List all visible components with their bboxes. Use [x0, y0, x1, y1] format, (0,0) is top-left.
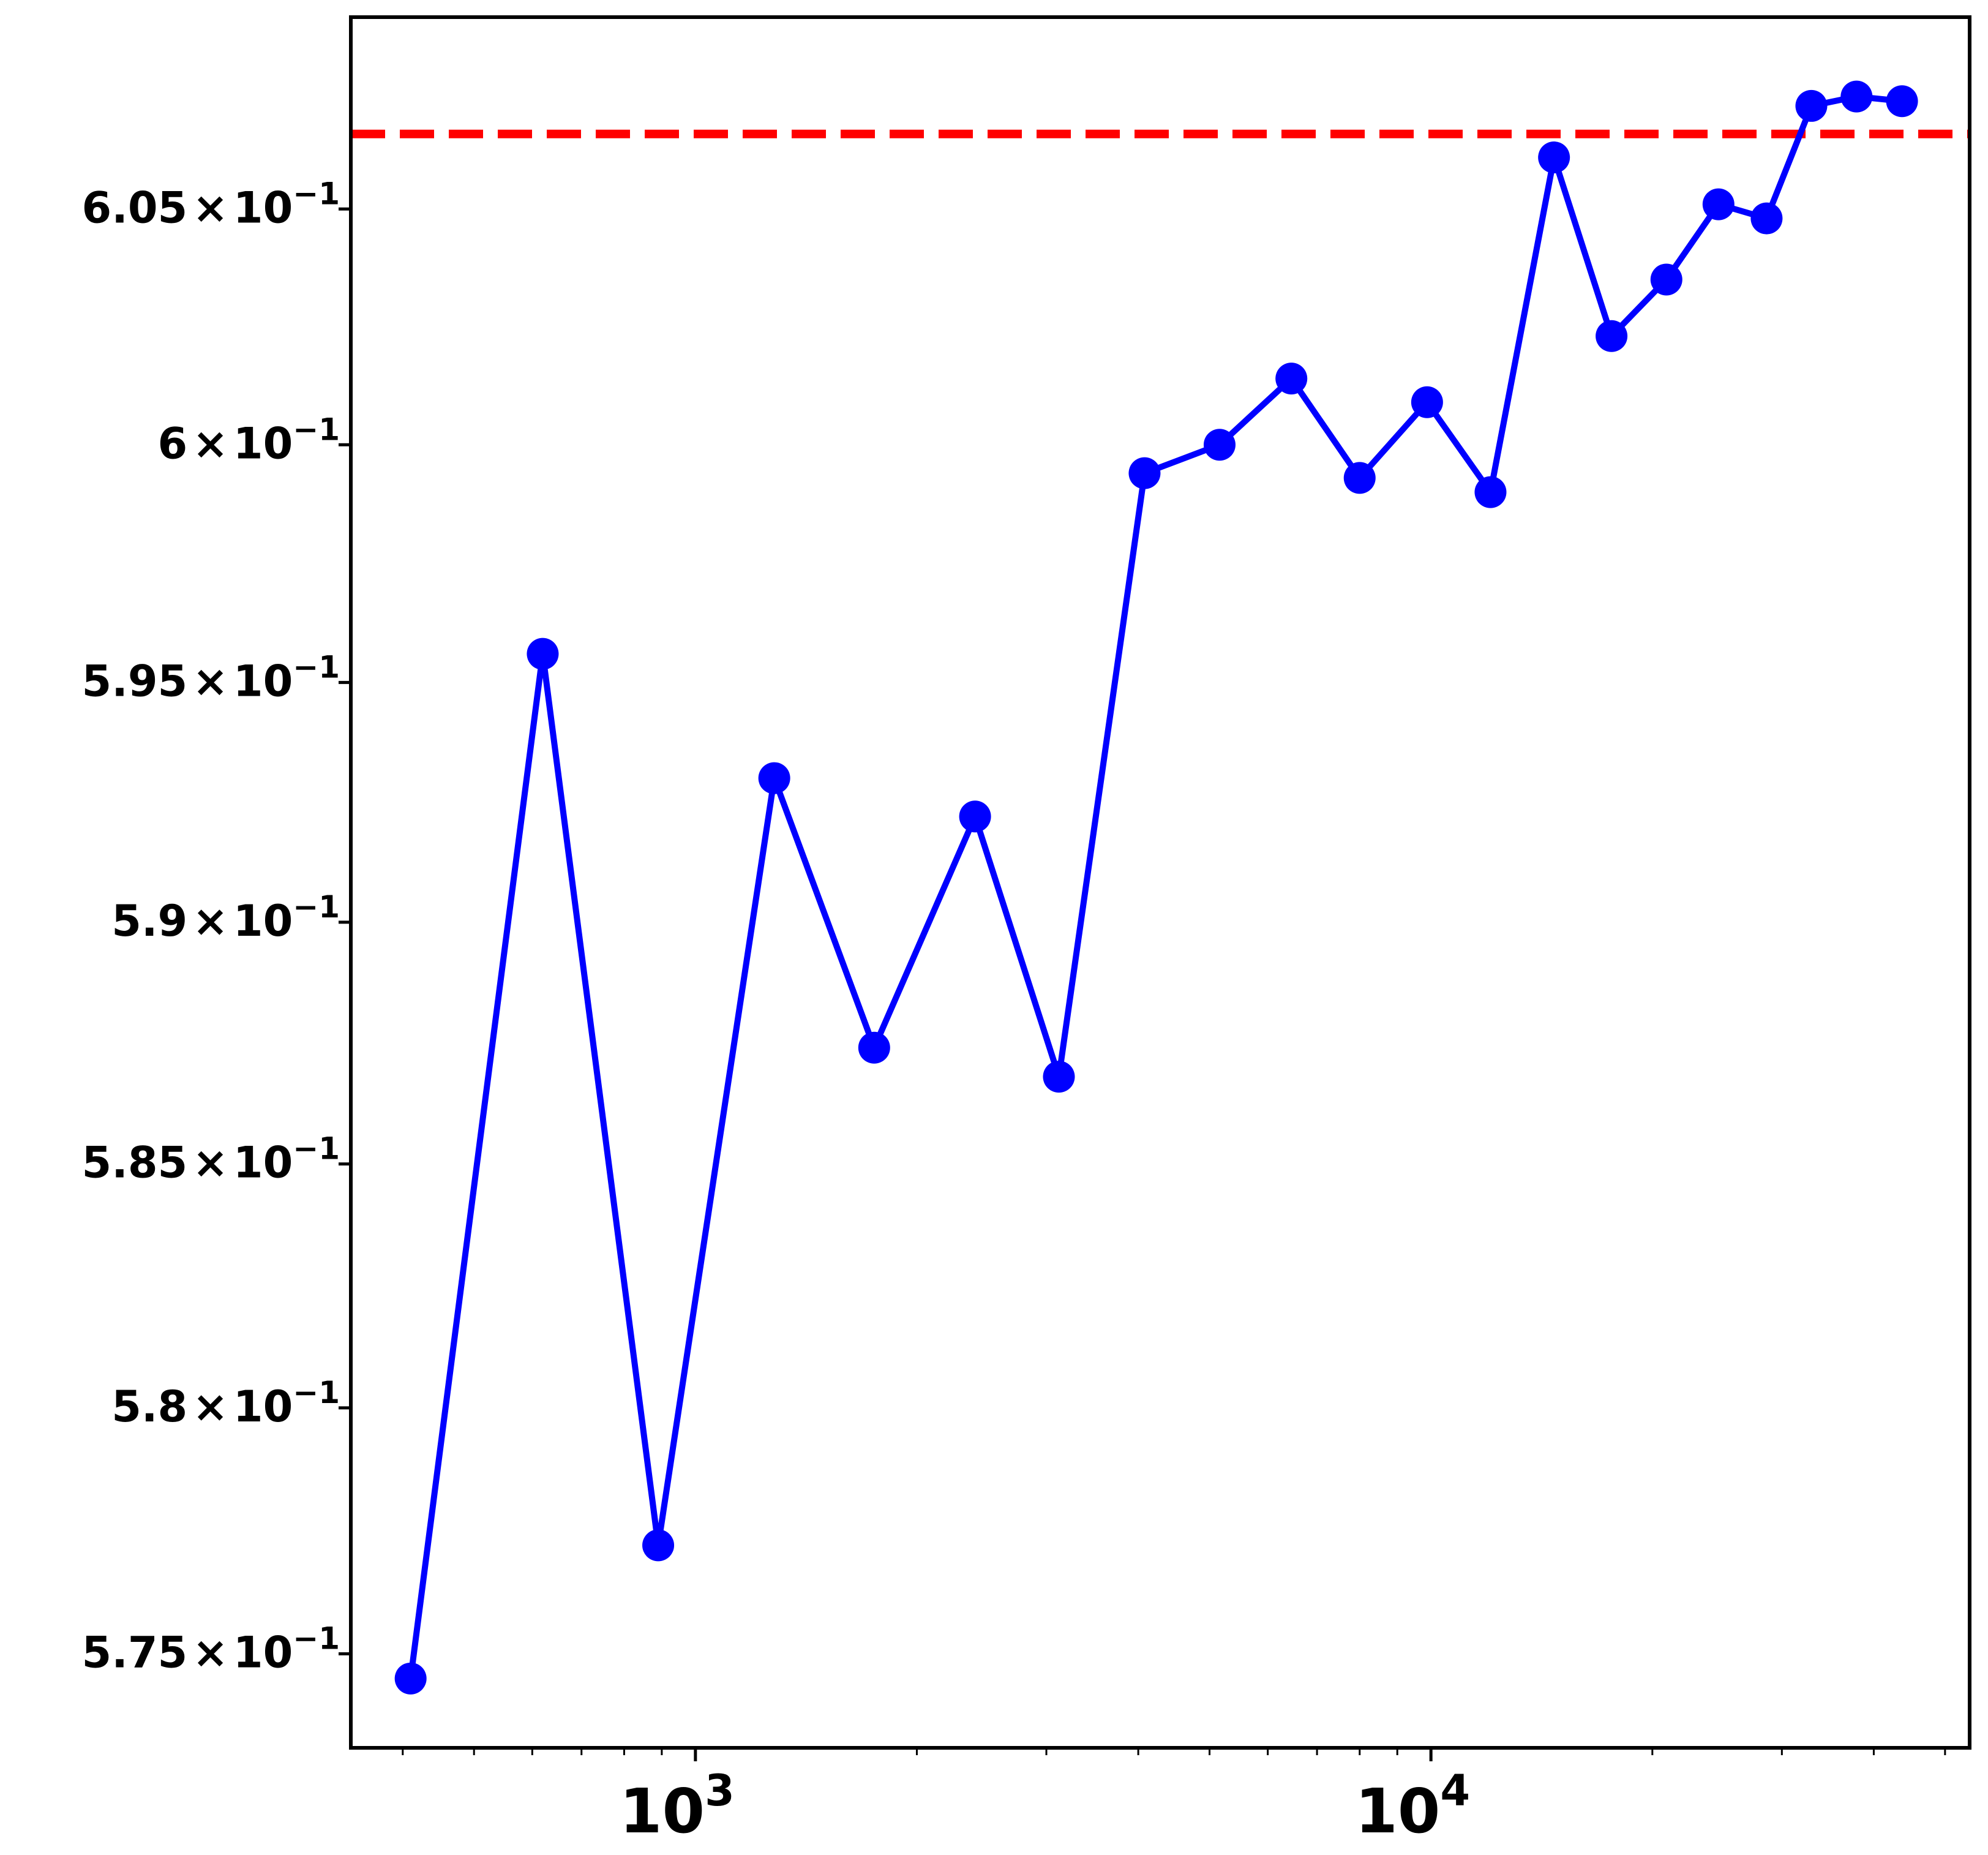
data-point — [1795, 89, 1828, 122]
y-tick-label: 6.05 × 10−1 — [82, 176, 340, 233]
y-tick-label: 5.75 × 10−1 — [82, 1620, 340, 1677]
data-point — [1043, 1061, 1075, 1093]
data-point — [1411, 386, 1443, 418]
data-point — [1128, 457, 1161, 489]
ticks-layer: 5.75 × 10−1 5.8 × 10−1 5.85 × 10−1 5.9 × 10−1 5.95 × 1… — [82, 176, 1946, 1847]
plot-frame — [349, 15, 1971, 1750]
y-tick-label: 5.95 × 10−1 — [82, 649, 340, 706]
data-point — [959, 800, 991, 833]
data-point — [1538, 141, 1570, 174]
data-point — [1596, 320, 1628, 352]
data-point — [394, 1662, 427, 1695]
data-point — [1474, 476, 1507, 508]
data-point — [1203, 429, 1236, 461]
data-point — [1702, 188, 1735, 220]
data-point — [1275, 363, 1308, 395]
x-tick-label: 103 — [620, 1766, 735, 1847]
series-layer — [394, 80, 1918, 1695]
data-point — [1650, 263, 1682, 296]
data-point — [1886, 85, 1918, 118]
data-point — [1750, 202, 1783, 235]
data-point — [858, 1031, 890, 1064]
y-tick-label: 5.9 × 10−1 — [111, 889, 340, 946]
y-tick-label: 5.8 × 10−1 — [111, 1375, 340, 1432]
data-point — [1840, 80, 1873, 113]
x-tick-label: 104 — [1355, 1766, 1470, 1847]
data-point — [1343, 462, 1376, 494]
data-point — [527, 638, 559, 670]
data-point — [758, 762, 790, 794]
y-tick-label: 5.85 × 10−1 — [82, 1131, 340, 1188]
data-point — [642, 1529, 675, 1562]
y-tick-label: 6 × 10−1 — [158, 412, 340, 468]
